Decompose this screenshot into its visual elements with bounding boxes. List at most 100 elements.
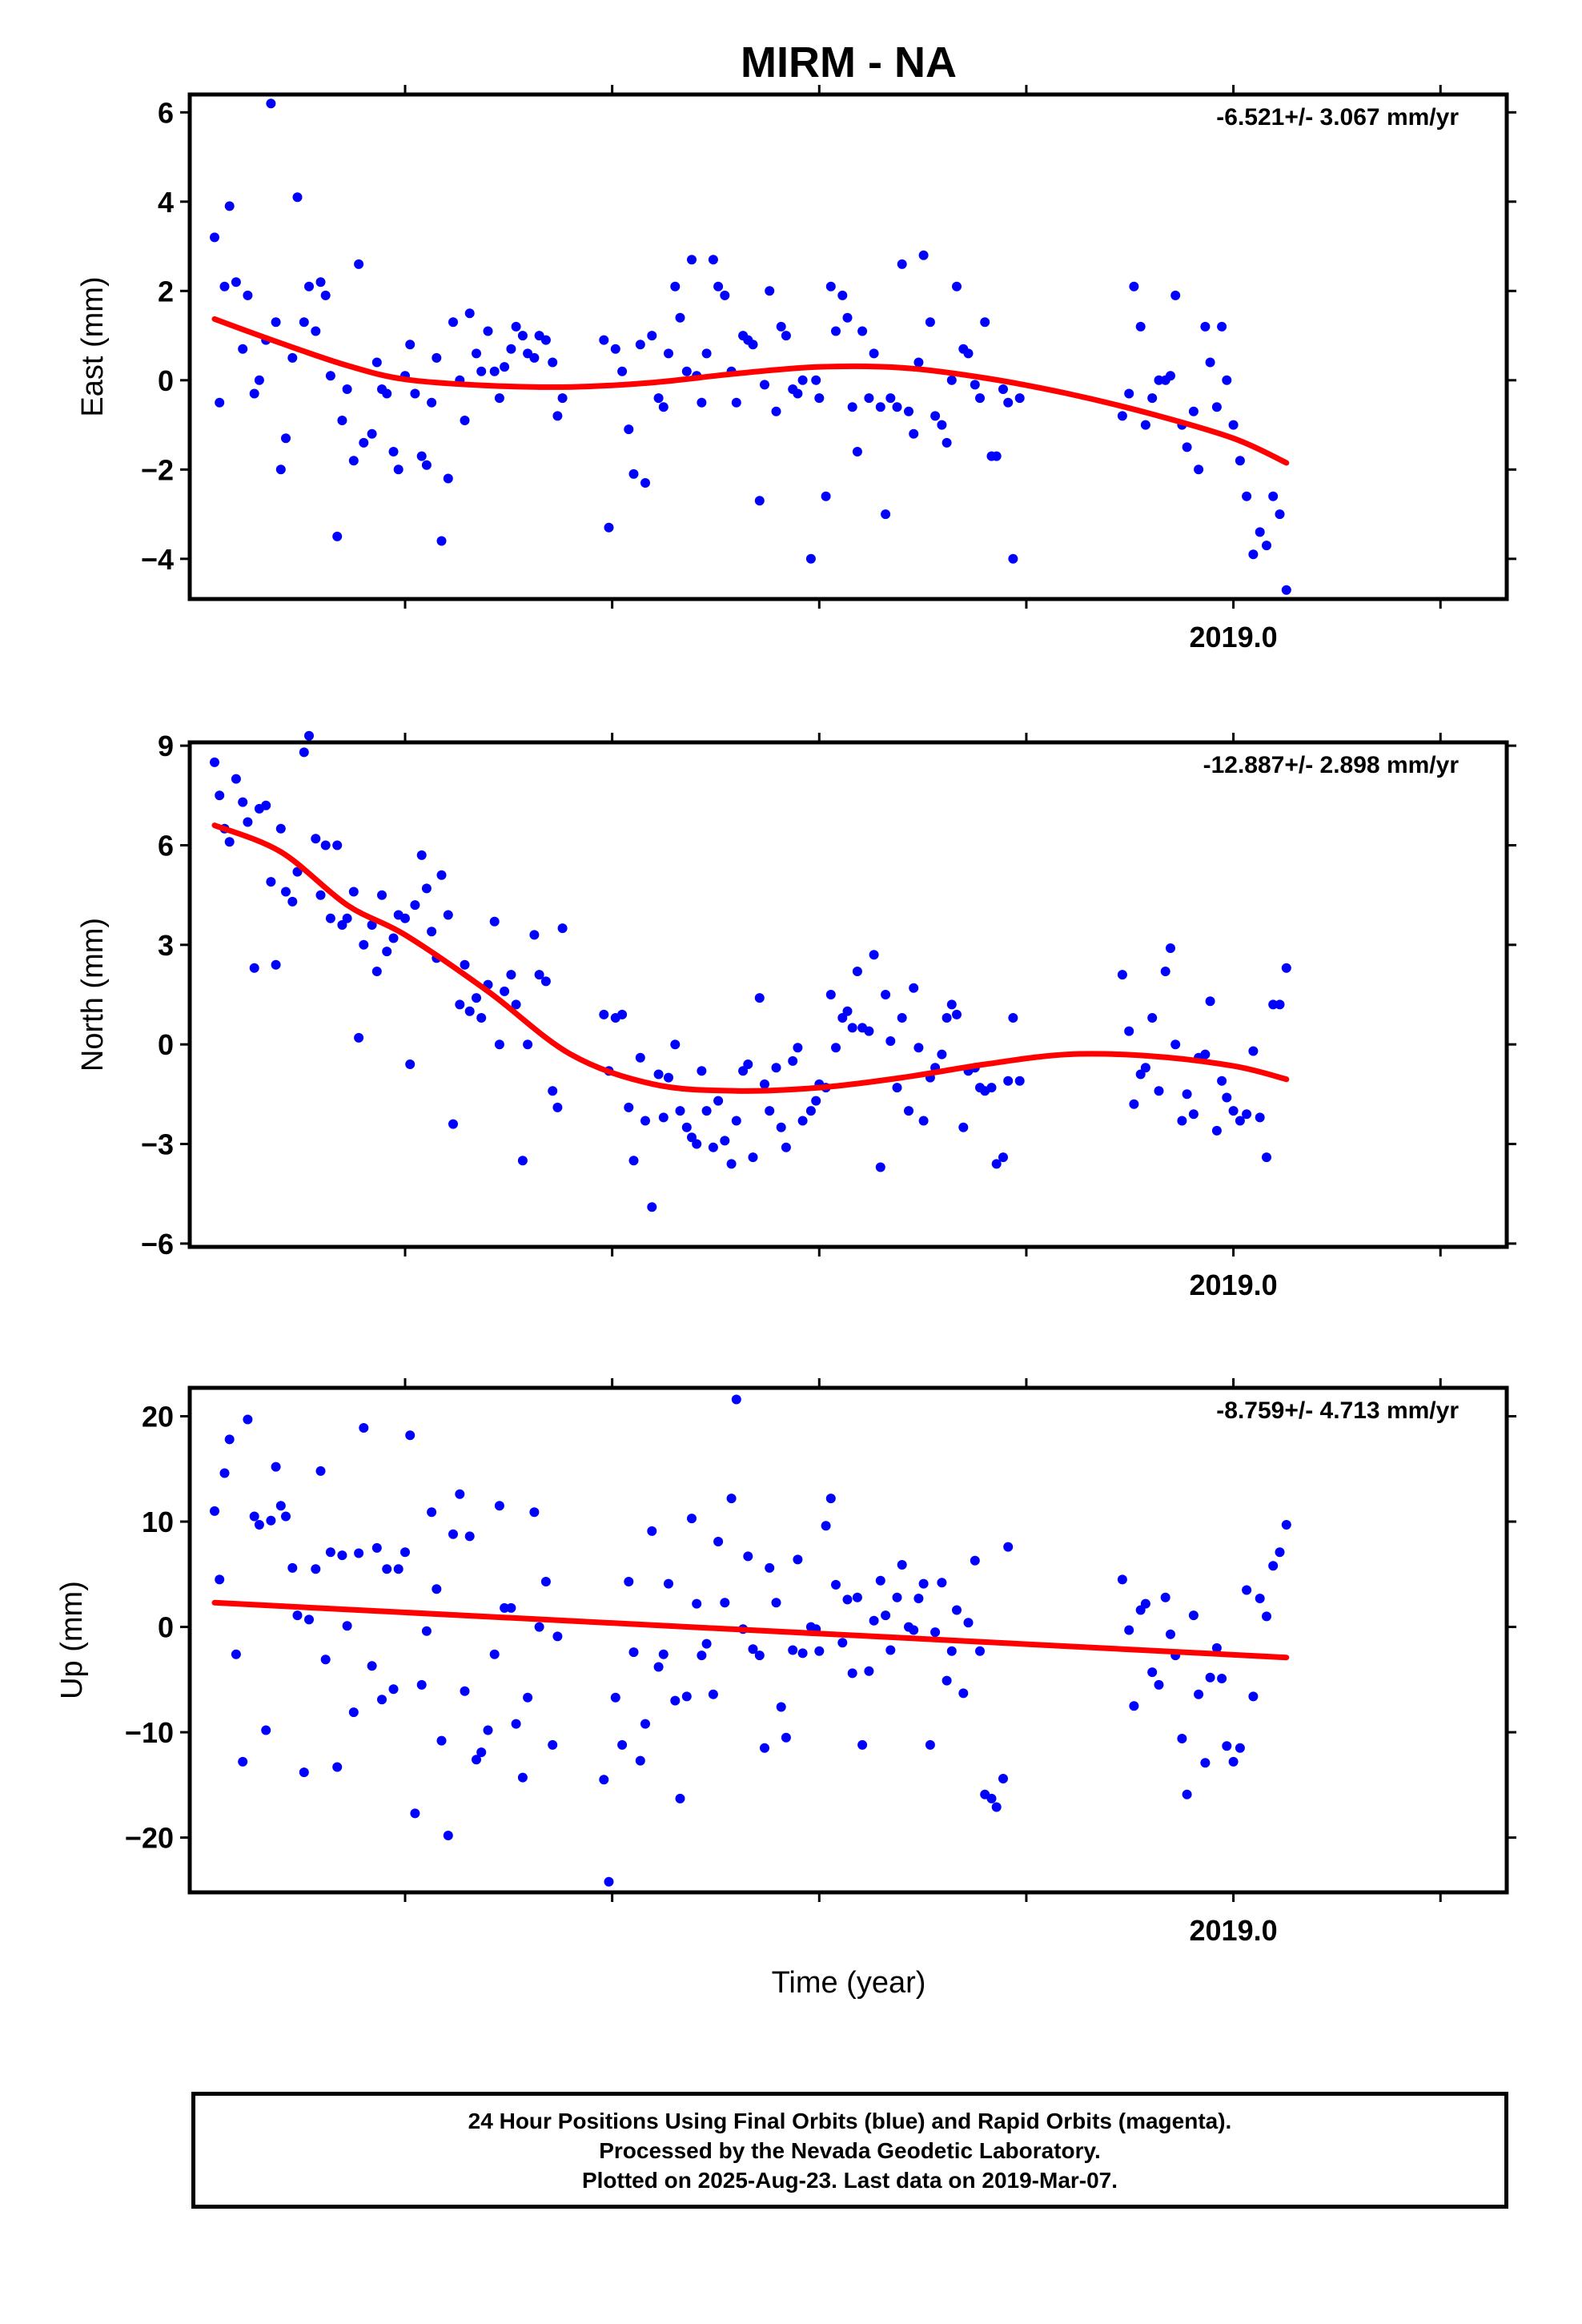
east-data-point — [410, 388, 420, 399]
north-data-point — [443, 910, 453, 920]
up-data-point — [271, 1462, 281, 1472]
east-data-point — [628, 468, 639, 479]
up-data-point — [249, 1511, 259, 1522]
up-data-point — [464, 1531, 475, 1542]
north-data-point — [371, 967, 382, 976]
north-data-point — [281, 887, 291, 897]
up-data-point — [1222, 1741, 1232, 1751]
east-data-point — [210, 232, 219, 243]
east-data-point — [776, 321, 786, 332]
east-data-point — [640, 478, 650, 488]
up-data-point — [489, 1649, 500, 1659]
north-data-point — [692, 1139, 702, 1149]
north-data-point — [1248, 1046, 1259, 1056]
north-data-point — [500, 986, 510, 996]
up-data-point — [523, 1692, 533, 1703]
north-data-point — [805, 1106, 816, 1116]
east-data-point — [281, 433, 291, 444]
east-data-point — [963, 348, 974, 359]
up-data-point — [1205, 1672, 1215, 1683]
east-data-point — [1194, 464, 1204, 475]
north-data-point — [797, 1116, 808, 1126]
east-data-point — [825, 281, 836, 292]
east-data-point — [909, 428, 919, 439]
north-data-point — [215, 790, 225, 801]
up-data-point — [847, 1668, 857, 1679]
up-y-tick-label: 20 — [142, 1401, 174, 1433]
up-data-point — [1147, 1667, 1158, 1678]
east-data-point — [506, 344, 516, 354]
up-data-point — [647, 1526, 657, 1536]
east-data-point — [1228, 420, 1239, 430]
east-data-point — [937, 420, 947, 430]
north-data-point — [1222, 1092, 1232, 1103]
east-data-point — [875, 402, 885, 412]
east-data-point — [765, 286, 775, 296]
east-x-tick-label: 2019.0 — [1190, 621, 1278, 653]
east-data-point — [1129, 281, 1139, 292]
north-data-point — [1154, 1086, 1164, 1096]
north-data-point — [1235, 1116, 1245, 1126]
east-data-point — [1248, 549, 1259, 560]
up-data-point — [760, 1743, 769, 1753]
up-data-point — [325, 1547, 335, 1558]
north-data-point — [494, 1039, 504, 1050]
up-data-point — [788, 1645, 798, 1655]
north-y-tick-label: −3 — [141, 1128, 174, 1161]
north-data-point — [754, 993, 765, 1003]
north-data-point — [726, 1159, 737, 1169]
east-data-point — [529, 352, 540, 363]
east-fit-line — [211, 316, 1290, 466]
north-fit-line — [211, 822, 1290, 1094]
north-data-point — [701, 1106, 712, 1116]
up-data-point — [1182, 1789, 1192, 1799]
footer-line-2: Processed by the Nevada Geodetic Laborat… — [599, 2137, 1101, 2163]
north-data-point — [388, 933, 399, 943]
east-data-point — [1166, 371, 1175, 381]
up-data-point — [617, 1739, 628, 1750]
east-data-point — [918, 250, 929, 260]
east-data-point — [897, 259, 907, 269]
north-data-point — [1177, 1116, 1187, 1126]
north-data-point — [405, 1059, 416, 1069]
up-data-point — [1177, 1734, 1187, 1743]
north-data-point — [1014, 1076, 1025, 1086]
east-data-point — [1003, 397, 1014, 408]
up-data-point — [913, 1594, 924, 1603]
up-data-point — [1194, 1689, 1204, 1699]
up-data-point — [731, 1394, 741, 1405]
up-data-point — [675, 1793, 685, 1803]
north-data-point — [359, 939, 369, 950]
east-rate-label: -6.521+/- 3.067 mm/yr — [1216, 104, 1459, 131]
up-plot-frame — [187, 1385, 1509, 1895]
up-data-point — [416, 1679, 427, 1690]
up-data-point — [821, 1521, 831, 1531]
north-data-point — [904, 1106, 913, 1116]
up-data-point — [664, 1578, 673, 1589]
north-data-point — [1255, 1112, 1265, 1123]
up-data-point — [1154, 1679, 1164, 1690]
north-data-point — [448, 1119, 458, 1129]
north-data-point — [460, 959, 470, 970]
east-data-point — [219, 281, 230, 292]
up-data-point — [708, 1689, 718, 1699]
east-data-point — [348, 456, 359, 466]
east-data-point — [552, 411, 563, 421]
up-data-point — [421, 1626, 432, 1636]
north-data-point — [918, 1116, 929, 1126]
north-data-point — [681, 1122, 692, 1132]
north-data-point — [1160, 967, 1170, 976]
up-data-point — [1281, 1520, 1291, 1530]
east-data-point — [885, 393, 896, 404]
north-data-point — [731, 1116, 741, 1126]
north-y-tick-label: −6 — [141, 1228, 174, 1261]
north-data-point — [400, 913, 410, 923]
up-data-point — [1262, 1611, 1271, 1622]
north-data-point — [748, 1152, 758, 1163]
east-data-point — [617, 366, 628, 376]
up-data-point — [875, 1575, 885, 1586]
east-data-point — [670, 281, 681, 292]
north-data-point — [548, 1086, 558, 1096]
east-data-point — [405, 340, 416, 350]
